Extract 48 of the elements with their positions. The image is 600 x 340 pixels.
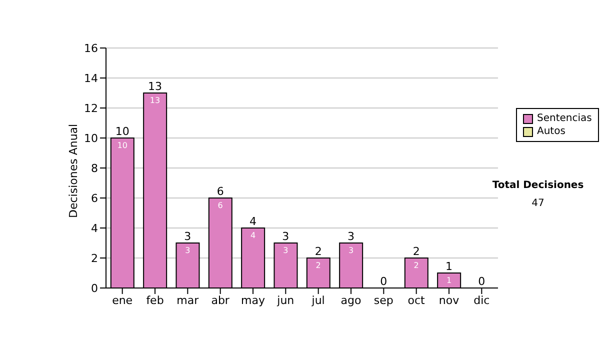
- y-tick-label: 6: [91, 192, 98, 205]
- total-label: 3: [184, 230, 192, 243]
- y-tick-label: 2: [91, 252, 98, 265]
- legend-label: Sentencias: [537, 112, 592, 125]
- total-label: 2: [314, 245, 322, 258]
- x-tick-label: abr: [211, 294, 230, 307]
- annotation: Total Decisiones: [491, 180, 585, 191]
- total-label: 6: [216, 185, 224, 198]
- y-tick-label: 0: [91, 282, 98, 295]
- y-tick-label: 14: [84, 72, 98, 85]
- data-label: 6: [218, 201, 223, 210]
- y-tick-label: 12: [84, 102, 98, 115]
- text: 47: [530, 198, 546, 209]
- y-tick-label: 10: [84, 132, 98, 145]
- total-label: 0: [380, 275, 388, 288]
- x-tick-label: dic: [474, 294, 490, 307]
- x-tick-label: sep: [374, 294, 394, 307]
- x-tick-label: nov: [438, 294, 460, 307]
- x-tick-label: feb: [146, 294, 164, 307]
- legend-label: Autos: [537, 125, 566, 138]
- total-label: 4: [250, 215, 256, 228]
- total-label: 3: [282, 230, 290, 243]
- x-tick-label: ago: [340, 294, 362, 307]
- x-tick-label: jul: [310, 294, 325, 307]
- total-label: 2: [412, 245, 420, 258]
- data-label: 2: [316, 261, 321, 270]
- x-tick-label: ene: [112, 294, 133, 307]
- data-label: 3: [283, 246, 288, 255]
- data-label: 3: [348, 246, 354, 255]
- total-label: 1: [446, 260, 452, 273]
- total-label: 0: [478, 275, 486, 288]
- data-label: 2: [414, 261, 419, 270]
- data-label: 1: [446, 276, 452, 285]
- total-label: 10: [115, 125, 130, 138]
- data-label: 10: [117, 141, 128, 150]
- data-label: 13: [150, 96, 160, 105]
- data-label: 3: [185, 246, 190, 255]
- x-tick-label: may: [241, 294, 266, 307]
- total-label: 3: [348, 230, 354, 243]
- y-tick-label: 16: [84, 42, 98, 55]
- data-label: 4: [250, 231, 256, 240]
- x-tick-label: oct: [408, 294, 426, 307]
- x-tick-label: jun: [276, 294, 294, 307]
- x-tick-label: mar: [176, 294, 200, 307]
- y-axis-title: Decisiones Anual: [66, 124, 80, 218]
- total-label: 13: [148, 80, 162, 93]
- y-tick-label: 4: [91, 222, 98, 235]
- y-tick-label: 8: [91, 162, 98, 175]
